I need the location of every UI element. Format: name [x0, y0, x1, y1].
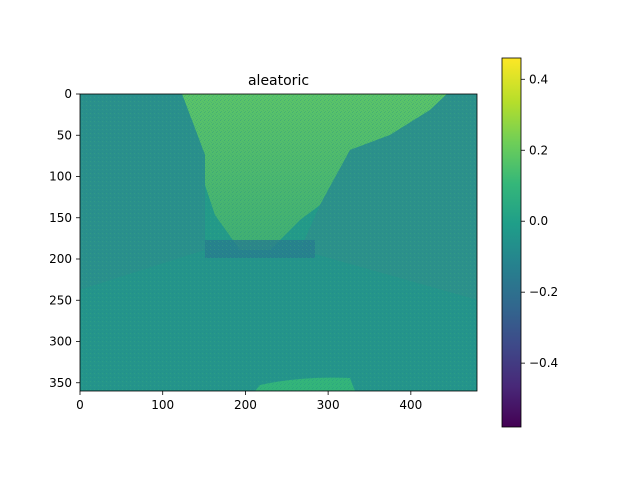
- y-tick-label: 50: [57, 128, 72, 142]
- x-axis: 0 100 200 300 400: [76, 391, 422, 412]
- y-tick-label: 350: [49, 376, 72, 390]
- y-tick-label: 250: [49, 293, 72, 307]
- y-tick-label: 300: [49, 335, 72, 349]
- x-tick-label: 200: [234, 398, 257, 412]
- colorbar-tick-label: −0.2: [529, 285, 558, 299]
- plot-frame: [79, 93, 478, 392]
- chart-title: aleatoric: [248, 73, 309, 89]
- x-tick-label: 300: [317, 398, 340, 412]
- y-tick-label: 100: [49, 170, 72, 184]
- heatmap-image: [80, 94, 477, 391]
- x-tick-label: 400: [399, 398, 422, 412]
- y-tick-label: 150: [49, 211, 72, 225]
- colorbar-tick-label: 0.0: [529, 214, 548, 228]
- x-tick-label: 100: [151, 398, 174, 412]
- y-tick-label: 200: [49, 252, 72, 266]
- y-tick-label: 0: [64, 87, 72, 101]
- colorbar-tick-label: −0.4: [529, 356, 558, 370]
- colorbar-tick-label: 0.4: [529, 72, 548, 86]
- colorbar-tick-label: 0.2: [529, 143, 548, 157]
- colorbar: [501, 57, 522, 428]
- y-axis: 0 50 100 150 200 250 300 350: [49, 87, 80, 390]
- noise-texture: [80, 94, 477, 391]
- colorbar-axis: 0.4 0.2 0.0 −0.2 −0.4: [521, 72, 558, 370]
- x-tick-label: 0: [76, 398, 84, 412]
